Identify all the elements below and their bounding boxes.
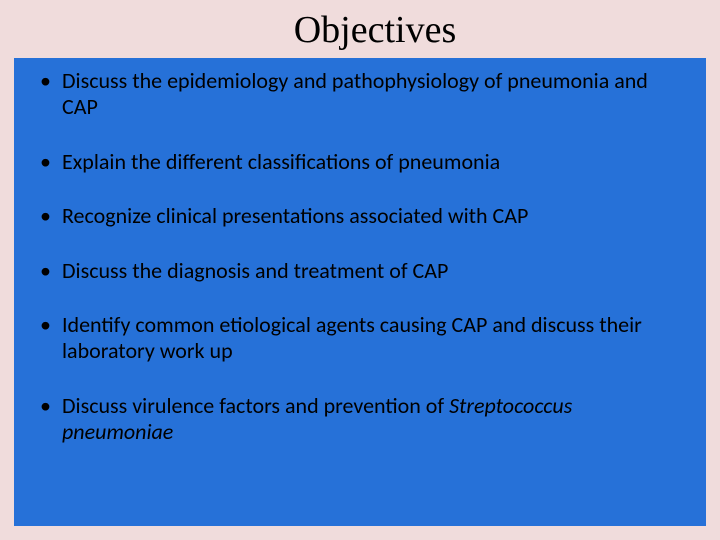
list-item: Identify common etiological agents causi… — [34, 312, 686, 365]
list-item: Recognize clinical presentations associa… — [34, 203, 686, 229]
bullet-text: Identify common etiological agents causi… — [62, 311, 642, 364]
content-box: Discuss the epidemiology and pathophysio… — [14, 58, 706, 526]
list-item: Explain the different classifications of… — [34, 149, 686, 175]
list-item: Discuss virulence factors and prevention… — [34, 393, 686, 446]
slide: Objectives Discuss the epidemiology and … — [0, 0, 720, 540]
list-item: Discuss the diagnosis and treatment of C… — [34, 258, 686, 284]
bullet-text: Explain the different classifications of… — [62, 148, 500, 175]
bullet-text: Recognize clinical presentations associa… — [62, 202, 528, 229]
bullet-list: Discuss the epidemiology and pathophysio… — [34, 68, 686, 446]
list-item: Discuss the epidemiology and pathophysio… — [34, 68, 686, 121]
bullet-text: Discuss virulence factors and prevention… — [62, 392, 449, 419]
bullet-text: Discuss the epidemiology and pathophysio… — [62, 67, 648, 120]
slide-title: Objectives — [30, 0, 720, 58]
bullet-text: Discuss the diagnosis and treatment of C… — [62, 257, 448, 284]
